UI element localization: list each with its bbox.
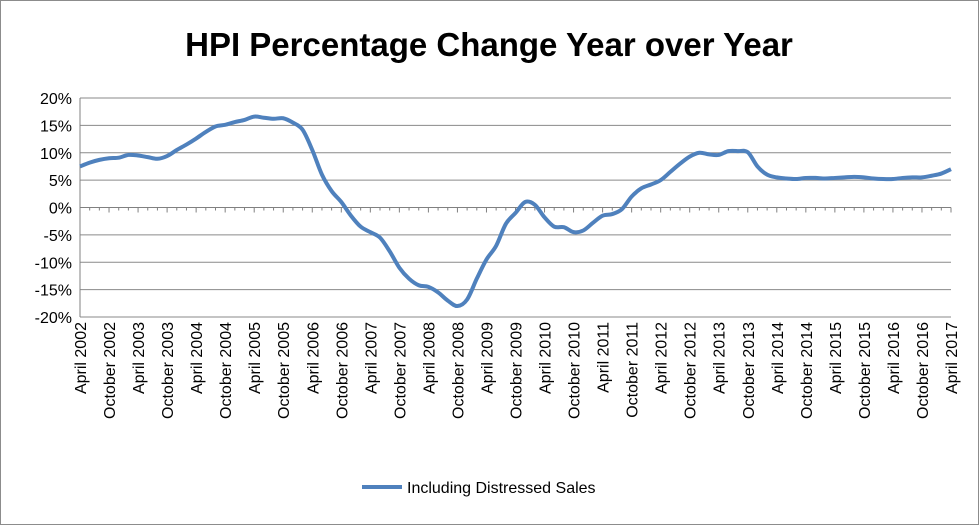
- x-tick-label: October 2010: [567, 322, 584, 419]
- x-tick-label: April 2002: [73, 322, 90, 394]
- legend-label: Including Distressed Sales: [407, 480, 596, 497]
- x-tick-label: October 2014: [799, 322, 816, 419]
- x-tick-label: April 2008: [421, 322, 438, 394]
- x-tick-label: October 2008: [450, 322, 467, 419]
- y-tick-label: -15%: [35, 283, 72, 300]
- x-tick-label: October 2002: [102, 322, 119, 419]
- x-tick-label: October 2012: [683, 322, 700, 419]
- x-tick-label: April 2014: [770, 322, 787, 394]
- x-axis: [79, 207, 952, 213]
- x-tick-label: April 2004: [189, 322, 206, 394]
- y-tick-label: 20%: [40, 91, 72, 108]
- x-tick-label: October 2005: [276, 322, 293, 419]
- x-tick-label: April 2013: [712, 322, 729, 394]
- x-tick-label: October 2007: [392, 322, 409, 419]
- x-tick-label: April 2011: [596, 322, 613, 393]
- series-layer: [79, 114, 952, 309]
- x-tick-label: April 2012: [654, 322, 671, 394]
- y-tick-label: 15%: [40, 118, 72, 135]
- x-tick-label: April 2005: [247, 322, 264, 394]
- series-line-including-distressed-sales: [79, 114, 952, 309]
- x-axis-labels: April 2002 October 2002 April 2003 October …: [73, 322, 961, 419]
- y-tick-label: 0%: [49, 201, 72, 218]
- x-tick-label: April 2009: [479, 322, 496, 394]
- x-tick-label: October 2016: [915, 322, 932, 419]
- y-tick-label: -20%: [35, 310, 72, 327]
- chart-title: HPI Percentage Change Year over Year: [185, 26, 793, 63]
- x-tick-label: April 2006: [305, 322, 322, 394]
- x-tick-label: April 2016: [886, 322, 903, 394]
- x-tick-label: October 2013: [741, 322, 758, 419]
- x-tick-label: October 2006: [334, 322, 351, 419]
- x-tick-label: October 2004: [218, 322, 235, 419]
- y-tick-label: 5%: [49, 173, 72, 190]
- x-tick-label: April 2015: [828, 322, 845, 394]
- y-axis-labels: 20% 15% 10% 5% 0% -5% -10% -15% -20%: [35, 91, 72, 327]
- x-tick-label: April 2007: [363, 322, 380, 394]
- x-tick-label: April 2010: [538, 322, 555, 394]
- y-tick-label: -5%: [44, 228, 72, 245]
- x-tick-label: October 2003: [160, 322, 177, 419]
- x-tick-label: April 2003: [131, 322, 148, 394]
- y-tick-label: -10%: [35, 255, 72, 272]
- x-tick-label: April 2017: [944, 322, 961, 394]
- x-tick-label: October 2011: [625, 322, 642, 418]
- legend: Including Distressed Sales: [362, 480, 596, 497]
- y-tick-label: 10%: [40, 146, 72, 163]
- x-tick-label: October 2009: [509, 322, 526, 419]
- x-tick-label: October 2015: [857, 322, 874, 419]
